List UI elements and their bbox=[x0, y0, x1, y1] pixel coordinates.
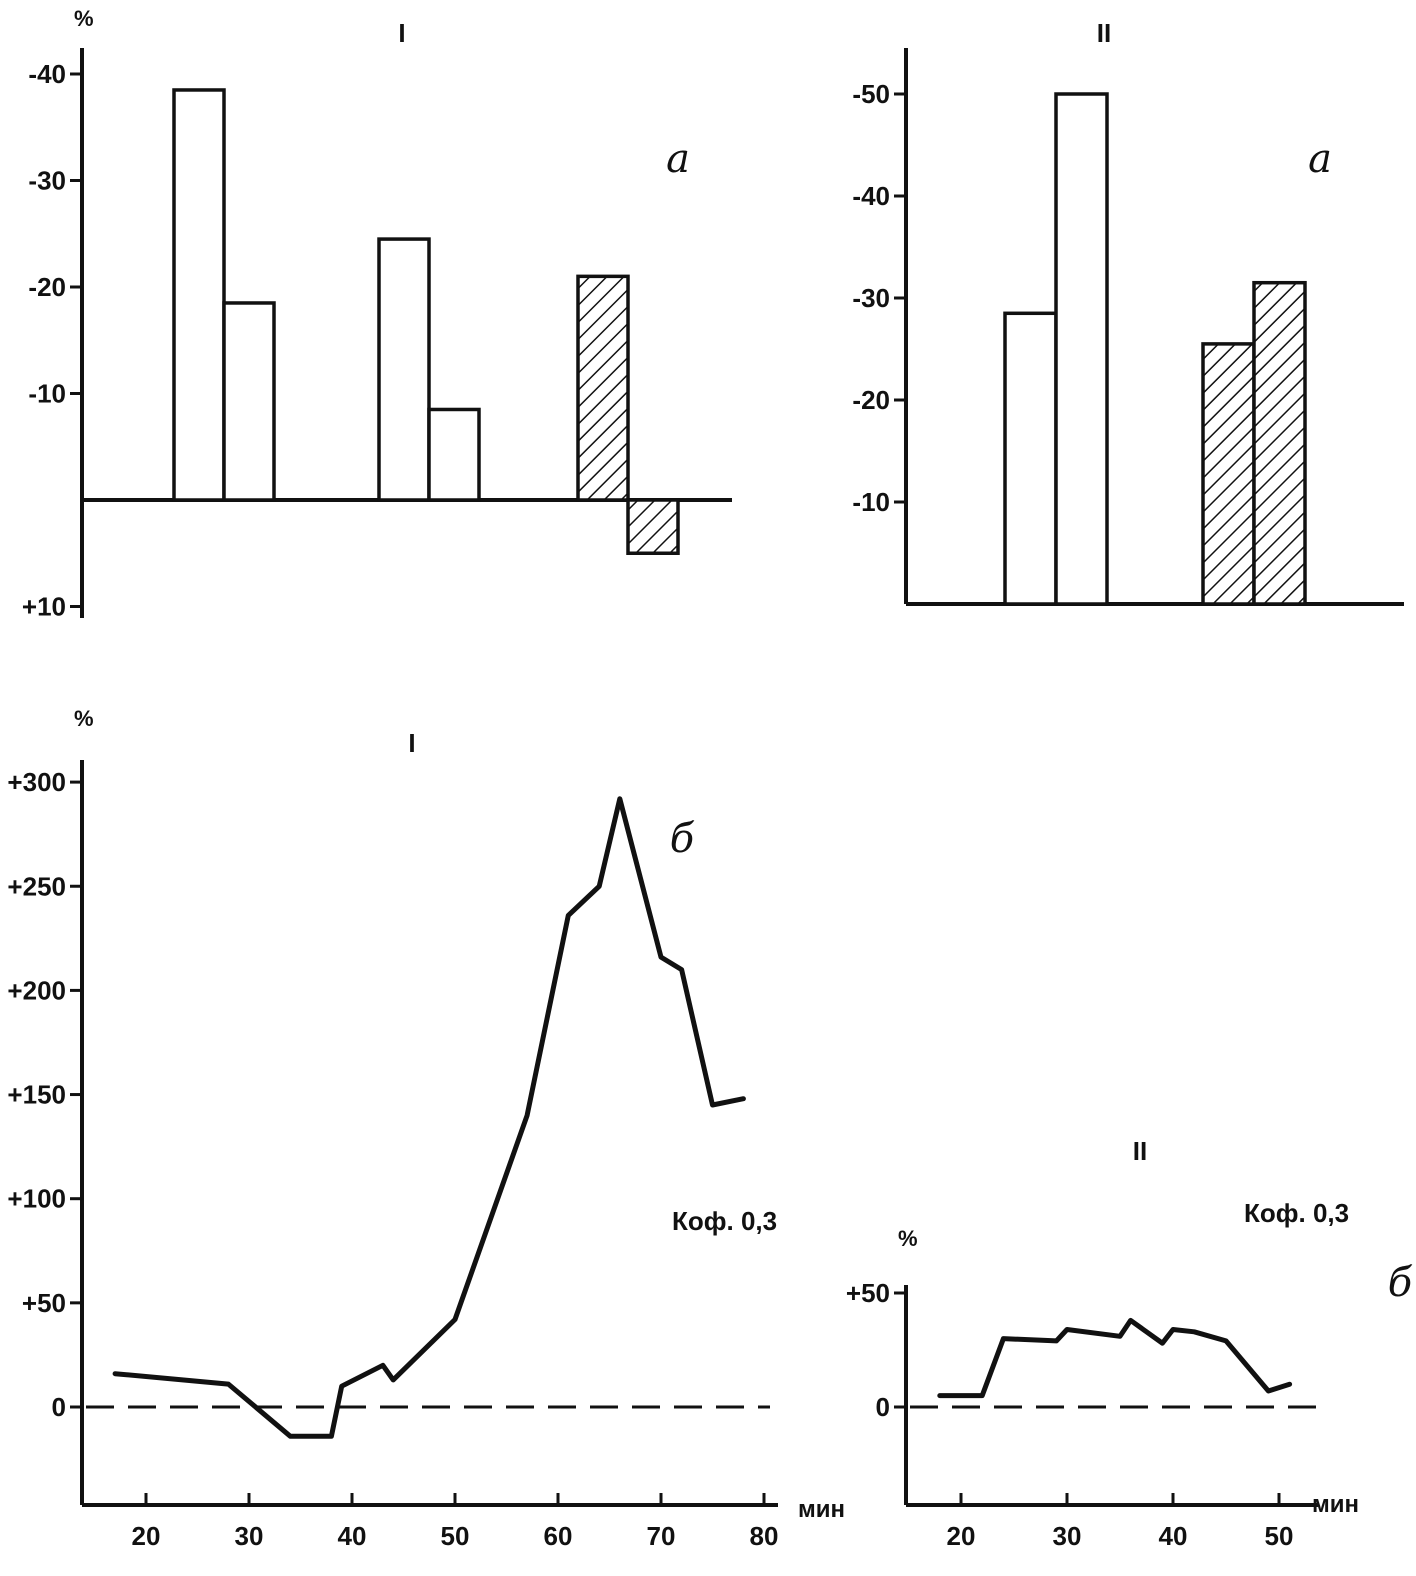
panel-title: II bbox=[1133, 1136, 1147, 1166]
annotation-label: Коф. 0,3 bbox=[672, 1206, 777, 1236]
y-tick-label: -50 bbox=[852, 79, 890, 109]
line-chart-panel-II: % II б Коф. 0,3 мин 0 +50 20 30 40 50 bbox=[846, 1136, 1413, 1551]
x-tick-label: 70 bbox=[647, 1521, 676, 1551]
bar bbox=[626, 498, 680, 555]
panel-letter: б bbox=[1388, 1260, 1413, 1306]
y-tick-label: -30 bbox=[28, 166, 66, 196]
x-tick-label: 40 bbox=[338, 1521, 367, 1551]
panel-title: I bbox=[408, 728, 415, 758]
annotation-label: Коф. 0,3 bbox=[1244, 1198, 1349, 1228]
line-chart-panel-I: % I б Коф. 0,3 мин 0 +50 +100 +150 +200 +250 +… bbox=[7, 706, 845, 1551]
bar bbox=[576, 274, 630, 502]
x-tick-label: 50 bbox=[441, 1521, 470, 1551]
y-tick-label: -30 bbox=[852, 283, 890, 313]
panel-title: II bbox=[1097, 18, 1111, 48]
y-tick-label: +100 bbox=[7, 1184, 66, 1214]
y-tick-label: -20 bbox=[28, 272, 66, 302]
x-tick-label: 40 bbox=[1159, 1521, 1188, 1551]
y-tick-label: 0 bbox=[52, 1392, 66, 1422]
bar-chart-panel-II: II а -50 -40 -30 -20 -10 bbox=[852, 18, 1404, 606]
x-tick-label: 30 bbox=[235, 1521, 264, 1551]
bar bbox=[1201, 342, 1256, 606]
bar bbox=[222, 301, 276, 502]
bar bbox=[172, 88, 226, 502]
y-tick-label: -40 bbox=[28, 59, 66, 89]
bar bbox=[427, 407, 481, 502]
panel-letter: а bbox=[1308, 136, 1332, 182]
y-tick-label: 0 bbox=[876, 1392, 890, 1422]
y-tick-label: -10 bbox=[852, 487, 890, 517]
panel-letter: а bbox=[666, 136, 690, 182]
y-tick-label: +250 bbox=[7, 871, 66, 901]
x-tick-label: 20 bbox=[132, 1521, 161, 1551]
x-unit-label: мин bbox=[798, 1496, 845, 1523]
bar bbox=[377, 237, 431, 502]
y-tick-label: -20 bbox=[852, 385, 890, 415]
y-tick-label: +300 bbox=[7, 767, 66, 797]
data-series-line bbox=[112, 796, 746, 1439]
x-tick-label: 20 bbox=[947, 1521, 976, 1551]
panel-title: I bbox=[398, 18, 405, 48]
x-tick-label: 80 bbox=[750, 1521, 779, 1551]
x-tick-label: 50 bbox=[1265, 1521, 1294, 1551]
y-unit-label: % bbox=[74, 6, 94, 31]
y-tick-label: +150 bbox=[7, 1080, 66, 1110]
x-tick-label: 60 bbox=[544, 1521, 573, 1551]
y-tick-label: +50 bbox=[22, 1288, 66, 1318]
y-tick-label: -40 bbox=[852, 181, 890, 211]
x-tick-label: 30 bbox=[1053, 1521, 1082, 1551]
data-series-line bbox=[937, 1317, 1293, 1399]
bar bbox=[1003, 311, 1058, 606]
panel-letter: б bbox=[670, 816, 695, 862]
y-tick-label: +200 bbox=[7, 975, 66, 1005]
y-unit-label: % bbox=[74, 706, 94, 731]
bar bbox=[1054, 92, 1109, 606]
y-tick-label: -10 bbox=[28, 379, 66, 409]
bar bbox=[1252, 280, 1307, 606]
bar-chart-panel-I: % I а -40 -30 -20 -10 +10 bbox=[22, 6, 732, 622]
y-tick-label: +50 bbox=[846, 1278, 890, 1308]
x-unit-label: мин bbox=[1312, 1491, 1359, 1518]
y-tick-label: +10 bbox=[22, 592, 66, 622]
y-unit-label: % bbox=[898, 1226, 918, 1251]
